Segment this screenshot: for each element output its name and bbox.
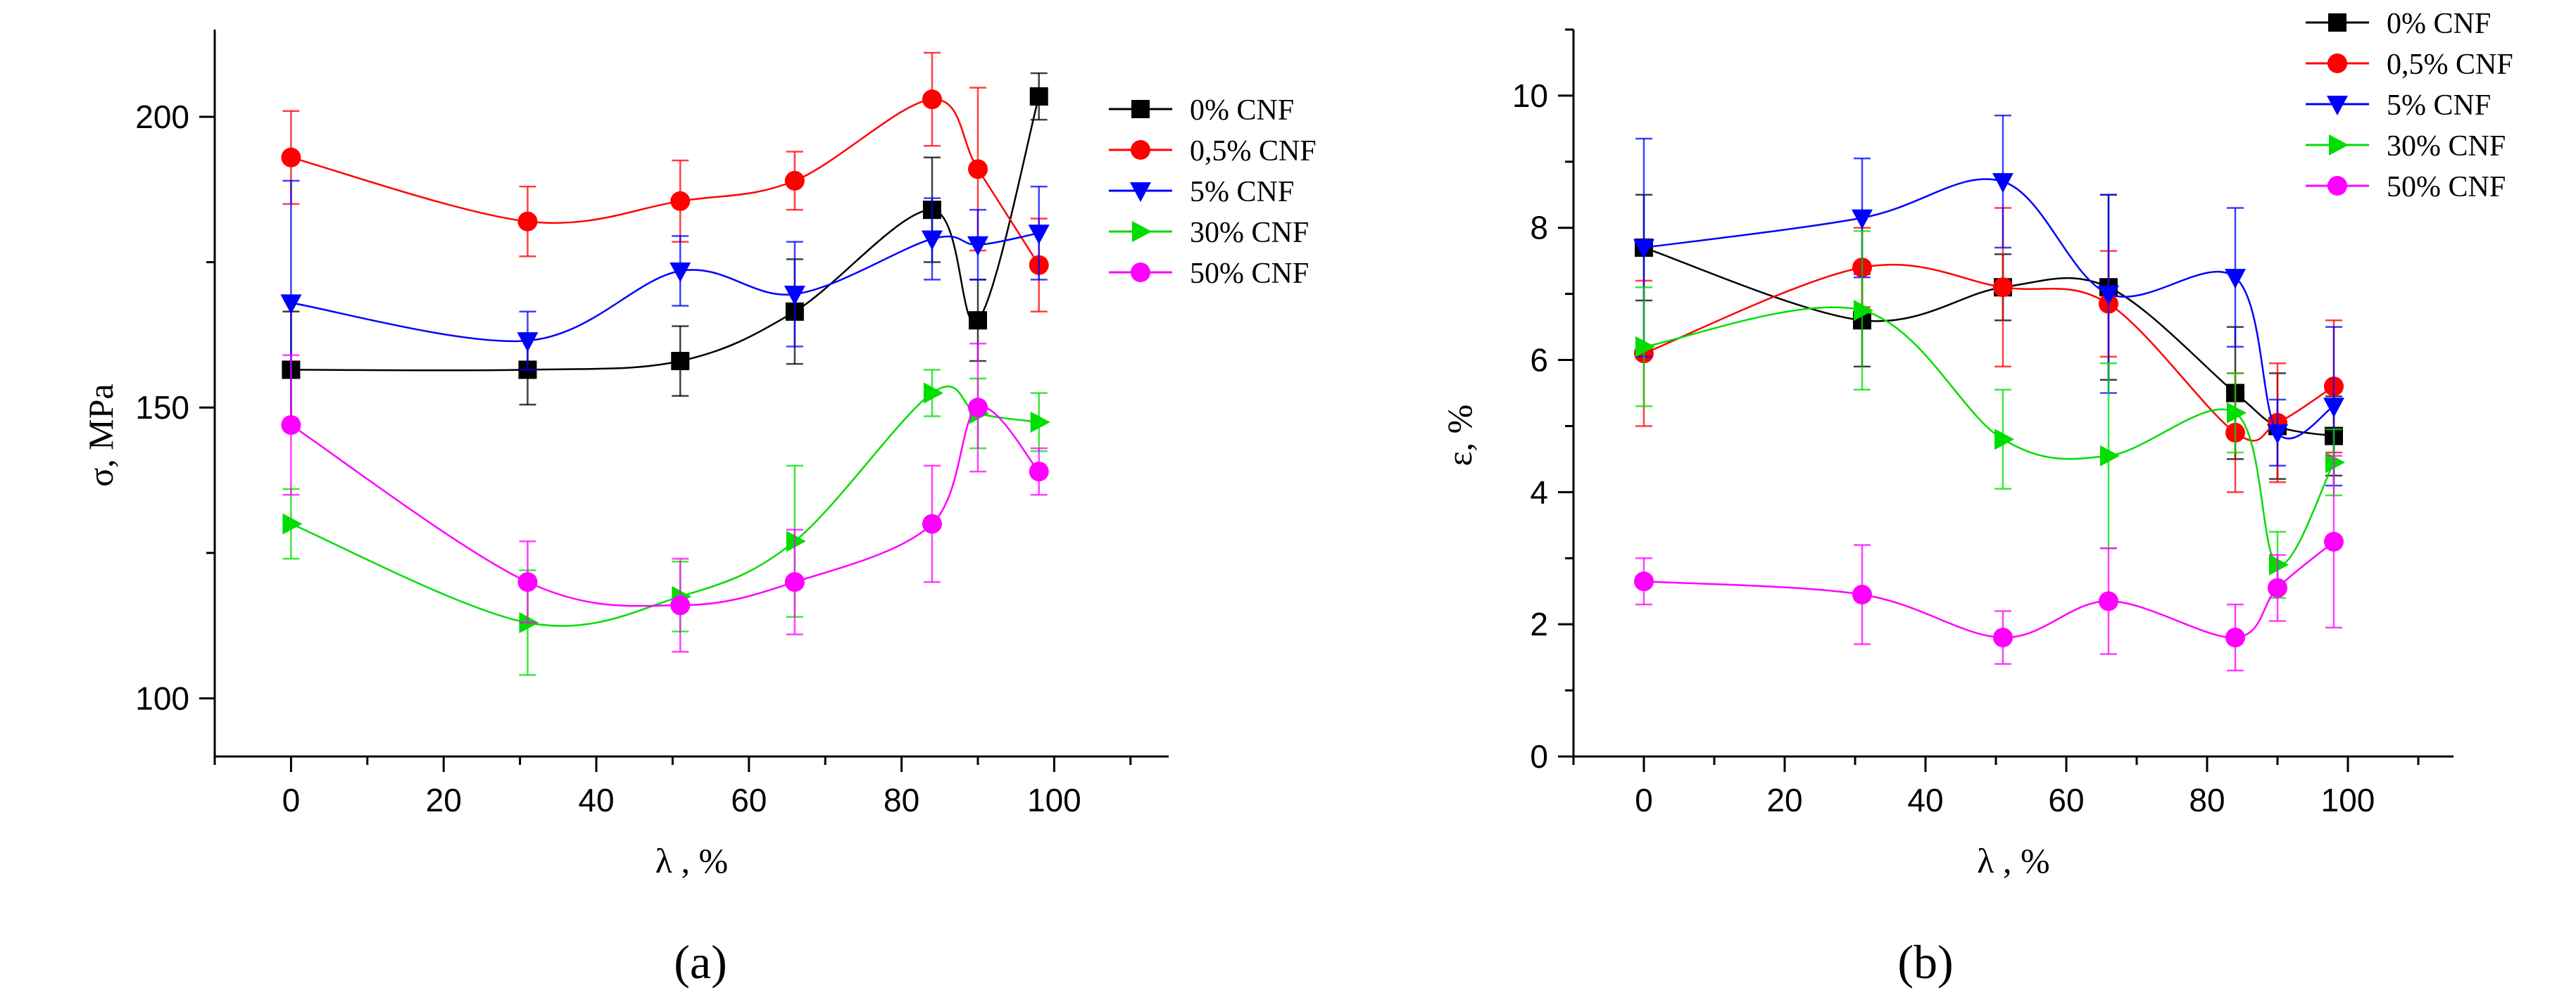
b-y-tick-label: 0 bbox=[1530, 738, 1548, 775]
a-x-tick-label: 0 bbox=[282, 782, 301, 818]
b-series-1 bbox=[1634, 208, 2344, 493]
b-legend-marker bbox=[2327, 176, 2347, 196]
b-data-point bbox=[1993, 277, 2013, 297]
b-data-point bbox=[2268, 578, 2287, 598]
b-y-axis-label: ε, % bbox=[1440, 405, 1479, 467]
a-x-tick-label: 40 bbox=[578, 782, 614, 818]
a-legend-marker bbox=[1132, 221, 1152, 242]
a-legend-label: 5% CNF bbox=[1190, 176, 1294, 208]
a-y-axis-label: σ, MPa bbox=[81, 384, 120, 486]
a-legend-marker bbox=[1131, 262, 1150, 282]
b-x-tick-label: 0 bbox=[1635, 782, 1653, 818]
a-data-point bbox=[281, 148, 301, 167]
a-data-point bbox=[922, 89, 942, 109]
a-data-point bbox=[282, 513, 302, 534]
b-x-tick-label: 80 bbox=[2189, 782, 2225, 818]
a-data-point bbox=[281, 415, 301, 435]
a-data-point bbox=[785, 171, 805, 191]
b-y-tick-label: 8 bbox=[1530, 210, 1548, 246]
a-legend-label: 0% CNF bbox=[1190, 94, 1294, 127]
b-legend-marker bbox=[2328, 13, 2346, 32]
b-x-tick-label: 60 bbox=[2048, 782, 2084, 818]
a-data-point bbox=[922, 231, 943, 251]
a-series-0 bbox=[282, 73, 1048, 428]
a-legend-marker bbox=[1130, 182, 1151, 202]
a-data-point bbox=[922, 514, 942, 533]
a-data-point bbox=[969, 311, 987, 329]
b-data-point bbox=[2100, 445, 2120, 467]
b-legend-marker bbox=[2329, 134, 2349, 156]
b-data-point bbox=[1992, 173, 2013, 193]
b-data-point bbox=[1634, 571, 1654, 591]
b-y-tick-label: 10 bbox=[1512, 77, 1548, 114]
b-legend: 0% CNF 0,5% CNF 5% CNF 30% CNF 50% CNF bbox=[2306, 8, 2513, 203]
chart-a-stress: 0 20 40 60 80 100 100 150 200 λ , % σ, MPa 0% CNF 0,… bbox=[81, 30, 1317, 880]
a-y-tick-label: 100 bbox=[135, 680, 189, 716]
b-data-point bbox=[2323, 398, 2344, 417]
a-series-line bbox=[291, 233, 1038, 341]
b-data-point bbox=[2269, 555, 2289, 576]
b-data-point bbox=[2099, 591, 2118, 611]
b-x-tick-label: 100 bbox=[2321, 782, 2375, 818]
a-x-tick-label: 80 bbox=[884, 782, 919, 818]
a-y-tick-label: 150 bbox=[135, 389, 189, 426]
a-legend-marker bbox=[1131, 100, 1150, 118]
a-x-tick-label: 20 bbox=[426, 782, 462, 818]
b-x-tick-label: 40 bbox=[1907, 782, 1943, 818]
b-y-tick-label: 6 bbox=[1530, 342, 1548, 379]
a-data-point bbox=[968, 398, 988, 417]
a-data-point bbox=[670, 191, 690, 211]
b-y-tick-label: 2 bbox=[1530, 606, 1548, 642]
b-legend-label: 50% CNF bbox=[2387, 171, 2506, 203]
a-data-point bbox=[967, 236, 988, 256]
b-data-point bbox=[2324, 532, 2344, 552]
a-legend-label: 30% CNF bbox=[1190, 217, 1309, 249]
b-x-axis-label: λ , % bbox=[1977, 841, 2049, 880]
b-series-4 bbox=[1634, 456, 2344, 671]
panel-label-b: (b) bbox=[1897, 935, 1953, 989]
a-x-tick-label: 100 bbox=[1027, 782, 1081, 818]
b-series-line bbox=[1644, 542, 2334, 638]
b-legend-label: 0,5% CNF bbox=[2387, 49, 2513, 81]
a-data-point bbox=[517, 332, 538, 352]
b-legend-label: 5% CNF bbox=[2387, 89, 2491, 122]
figure: 0 20 40 60 80 100100150200λ , %σ, MPa0% CNF0,… bbox=[0, 0, 2576, 1007]
panel-label-a: (a) bbox=[674, 935, 727, 989]
b-legend-marker bbox=[2327, 96, 2348, 115]
a-series-1 bbox=[281, 53, 1048, 312]
a-data-point bbox=[1029, 462, 1049, 481]
b-legend-marker bbox=[2327, 53, 2347, 73]
b-x-tick-label: 20 bbox=[1766, 782, 1802, 818]
a-legend-marker bbox=[1131, 140, 1150, 160]
a-data-point bbox=[1031, 412, 1050, 433]
a-legend: 0% CNF 0,5% CNF 5% CNF 30% CNF 50% CNF bbox=[1109, 94, 1317, 290]
b-data-point bbox=[1993, 628, 2013, 647]
a-legend-label: 0,5% CNF bbox=[1190, 135, 1317, 167]
a-data-point bbox=[517, 212, 537, 232]
a-data-point bbox=[670, 595, 690, 615]
a-data-point bbox=[968, 159, 988, 179]
b-data-point bbox=[1994, 429, 2014, 450]
a-x-tick-label: 60 bbox=[731, 782, 767, 818]
a-data-point bbox=[785, 572, 805, 592]
a-legend-label: 50% CNF bbox=[1190, 258, 1309, 290]
b-data-point bbox=[1852, 585, 1872, 604]
chart-b-strain: 0 20 40 60 80 100 0 2 4 6 8 10 λ , % ε, % 0% CNF 0,5% C… bbox=[1440, 8, 2513, 880]
b-data-point bbox=[2225, 628, 2245, 647]
a-data-point bbox=[517, 572, 537, 592]
b-y-tick-label: 4 bbox=[1530, 474, 1548, 510]
a-series-line bbox=[291, 386, 1038, 626]
b-data-point bbox=[2227, 403, 2247, 424]
a-x-axis-label: λ , % bbox=[655, 841, 728, 880]
a-data-point bbox=[924, 383, 943, 404]
b-series-3 bbox=[1635, 231, 2345, 597]
a-y-tick-label: 200 bbox=[135, 99, 189, 135]
a-data-point bbox=[1030, 87, 1048, 106]
b-legend-label: 30% CNF bbox=[2387, 130, 2506, 163]
b-legend-label: 0% CNF bbox=[2387, 8, 2491, 40]
a-data-point bbox=[671, 352, 689, 370]
